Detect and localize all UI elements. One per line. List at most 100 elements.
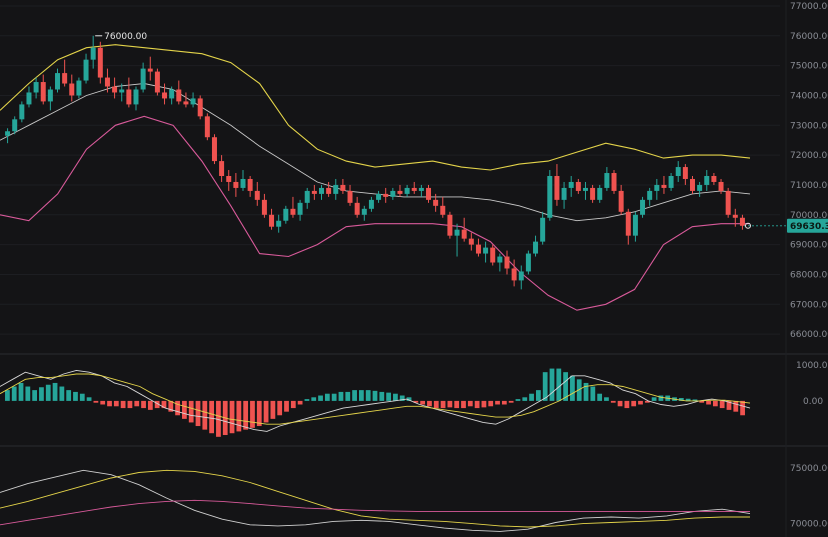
candle-body [226,176,232,182]
macd-histogram-bar [52,382,58,401]
macd-histogram-bar [297,400,303,405]
y-tick-label: 74000.00 [790,91,828,101]
candle-body [411,187,417,191]
candle-body [290,208,296,215]
macd-histogram-bar [604,397,609,401]
macd-histogram-bar [175,400,180,416]
candle-body [711,176,717,182]
macd-histogram-bar [719,400,725,409]
y-tick-label: 66000.00 [790,330,828,340]
candle-body [426,187,432,200]
candle-body [575,181,581,191]
macd-histogram-bar [508,400,514,403]
candle-body [640,199,646,215]
macd-histogram-bar [311,397,317,401]
candle-body [568,181,574,188]
candle-body [211,137,217,162]
macd-histogram-bar [127,400,133,409]
candle-body [390,190,396,197]
candle-body [533,241,539,254]
candle-body [326,187,332,194]
macd-histogram-bar [73,391,78,401]
candle-body [40,82,46,102]
last-price-tag [787,218,828,233]
candle-body [176,89,182,102]
macd-histogram-bar [147,400,153,410]
macd-histogram-bar [583,382,589,401]
boll-lower-line [0,115,750,311]
macd-histogram-bar [243,400,249,430]
candle-body [261,199,267,215]
macd-histogram-bar [107,400,112,407]
macd-histogram-bar [11,386,17,401]
macd-histogram-bar [182,400,187,419]
candle-body [233,181,239,188]
lower-white-line [0,469,751,532]
candle-body [183,101,189,105]
macd-histogram-bar [79,393,85,401]
macd-histogram-bar [447,400,453,408]
macd-histogram-bar [712,400,718,407]
candle-body [554,176,560,200]
macd-histogram-bar [535,390,541,401]
macd-histogram-bar [66,390,72,401]
candle-body [340,184,346,191]
candle-body [26,92,32,105]
candle-body [654,184,660,191]
candle-body [611,173,617,191]
candle-body [219,161,225,176]
macd-histogram-bar [359,390,364,401]
candle-body [540,217,546,242]
candle-body [104,77,110,87]
macd-histogram-bar [154,400,160,409]
macd-histogram-bar [195,400,201,427]
macd-indicator [0,368,751,437]
lower-tick-label: 75000.00 [790,464,828,474]
macd-histogram-bar [284,400,289,412]
boll-upper-line [0,44,751,171]
candle-body [5,131,11,136]
lower-tick-label: 70000.00 [790,520,828,530]
candle-body [397,190,403,194]
macd-histogram-bar [570,375,575,401]
macd-histogram-bar [556,368,562,401]
macd-histogram-bar [706,400,711,405]
candle-body [725,190,731,215]
candle-body [119,89,125,93]
candle-body [368,199,374,209]
candle-body [347,190,353,203]
candle-body [404,187,410,194]
candle-body [661,184,667,188]
macd-histogram-bar [467,400,473,407]
candle-body [454,229,460,236]
candle-body [197,98,203,117]
candle-body [625,211,631,236]
candle-body [518,271,524,281]
y-tick-label: 72000.00 [790,151,828,161]
candle-body [69,83,75,96]
boll-mid-line [0,83,751,222]
candle-body [447,214,453,236]
macd-histogram-bar [651,397,657,401]
candle-body [475,244,481,254]
candle-body [112,86,118,93]
macd-histogram-bar [32,390,38,401]
candle-body [12,119,18,132]
macd-histogram-bar [597,393,603,401]
macd-histogram-bar [542,372,548,401]
candle-body [497,256,503,263]
candle-body [697,184,703,191]
macd-histogram-bar [399,395,405,401]
macd-histogram-bar [413,400,419,403]
macd-histogram-bar [678,398,684,401]
macd-histogram-bar [379,391,385,401]
macd-tick-label: 1000.00 [796,361,828,371]
macd-histogram-bar [699,400,705,403]
macd-histogram-bar [427,400,432,407]
macd-histogram-bar [59,386,65,401]
candles [5,35,745,290]
candle-body [440,205,446,215]
macd-histogram-bar [726,400,732,410]
